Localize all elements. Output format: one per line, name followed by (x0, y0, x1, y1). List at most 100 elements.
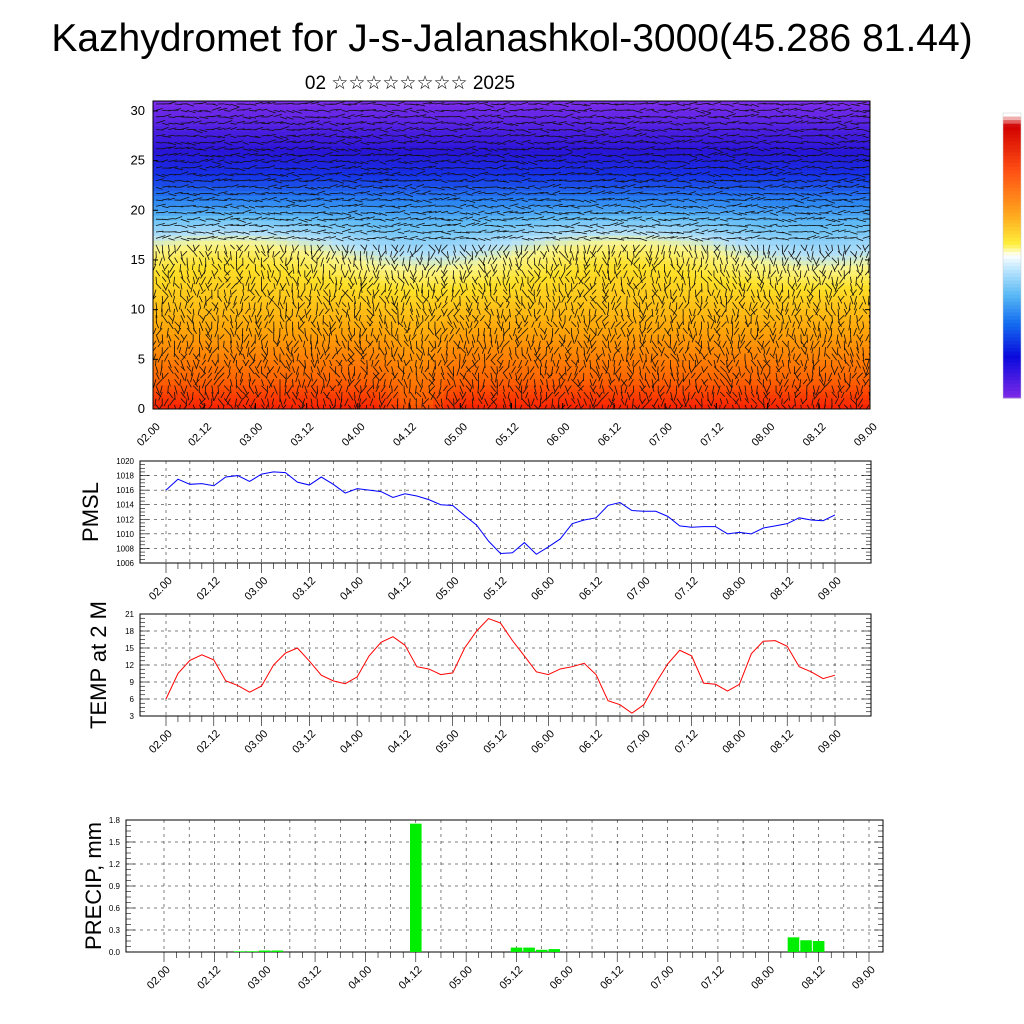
wind-barb (256, 359, 262, 369)
heatmap-cell (455, 140, 468, 147)
heatmap-cell (455, 150, 468, 157)
heatmap-cell (164, 220, 176, 226)
heatmap-cell (623, 334, 636, 341)
heatmap-cell (220, 145, 233, 152)
wind-barb (155, 166, 163, 169)
heatmap-cell (668, 359, 681, 365)
heatmap-cell (242, 145, 255, 152)
heatmap-cell (578, 105, 591, 112)
heatmap-cell (197, 354, 210, 360)
heatmap-cell (612, 274, 625, 281)
heatmap-cell (813, 259, 826, 266)
wind-barb (217, 238, 227, 240)
wind-barb (230, 327, 235, 338)
heatmap-cell (813, 354, 826, 360)
heatmap-cell (634, 215, 647, 221)
heatmap-cell (242, 220, 255, 226)
wind-barb (256, 308, 262, 318)
heatmap-cell (690, 344, 703, 350)
heatmap-cell (455, 185, 468, 192)
heatmap-cell (578, 110, 591, 117)
heatmap-cell (533, 240, 546, 246)
wind-barb (213, 270, 219, 276)
heatmap-cell (175, 110, 188, 117)
heatmap-cell (410, 175, 423, 182)
wind-barb (168, 197, 175, 201)
wind-barb (186, 103, 195, 107)
heatmap-cell (209, 279, 221, 286)
heatmap-cell (724, 339, 737, 346)
heatmap-cell (365, 135, 378, 142)
heatmap-cell (679, 374, 692, 380)
heatmap-cell (533, 259, 546, 266)
heatmap-cell (231, 324, 244, 331)
heatmap-cell (713, 364, 725, 370)
heatmap-cell (410, 240, 423, 246)
heatmap-cell (197, 220, 210, 226)
heatmap-cell (287, 220, 300, 226)
heatmap-cell (209, 180, 221, 187)
heatmap-cell (802, 369, 815, 375)
heatmap-cell (164, 210, 176, 216)
heatmap-cell (567, 269, 580, 276)
heatmap-cell (500, 225, 513, 231)
heatmap-cell (197, 364, 210, 370)
heatmap-cell (220, 160, 233, 167)
wind-barb (230, 135, 237, 139)
wind-barb (174, 235, 182, 239)
heatmap-cell (332, 309, 345, 316)
heatmap-cell (847, 359, 860, 365)
heatmap-cell (657, 215, 669, 221)
heatmap-cell (186, 359, 199, 365)
wind-barb (230, 404, 234, 409)
heatmap-cell (511, 150, 524, 157)
heatmap-cell (433, 255, 445, 261)
wind-barb (236, 385, 243, 393)
heatmap-cell (556, 334, 569, 341)
heatmap-cell (500, 364, 513, 370)
heatmap-cell (175, 240, 188, 246)
wind-barb (234, 327, 237, 336)
heatmap-cell (690, 245, 703, 251)
heatmap-cell (668, 314, 681, 321)
heatmap-cell (623, 101, 636, 107)
heatmap-cell (287, 115, 300, 122)
heatmap-cell (813, 394, 826, 400)
heatmap-cell (433, 334, 445, 341)
heatmap-cell (847, 354, 860, 360)
heatmap-cell (388, 215, 401, 221)
heatmap-cell (287, 110, 300, 117)
heatmap-cell (354, 240, 367, 246)
heatmap-cell (713, 259, 725, 266)
heatmap-cell (276, 155, 289, 162)
heatmap-cell (321, 329, 333, 336)
heatmap-cell (679, 255, 692, 261)
heatmap-cell (645, 125, 658, 132)
heatmap-cell (321, 155, 333, 162)
heatmap-cell (612, 200, 625, 206)
heatmap-cell (825, 334, 837, 341)
heatmap-cell (242, 225, 255, 231)
heatmap-cell (242, 279, 255, 286)
heatmap-cell (153, 394, 165, 400)
heatmap-cell (287, 160, 300, 167)
heatmap-cell (489, 225, 501, 231)
heatmap-cell (455, 160, 468, 167)
heatmap-cell (444, 359, 457, 365)
heatmap-cell (645, 289, 658, 296)
heatmap-cell (489, 240, 501, 246)
heatmap-cell (791, 314, 804, 321)
wind-barb (217, 159, 225, 162)
heatmap-cell (309, 135, 322, 142)
heatmap-cell (802, 309, 815, 316)
wind-barb (166, 327, 169, 338)
heatmap-cell (791, 264, 804, 271)
heatmap-cell (657, 334, 669, 341)
wind-barb (245, 340, 250, 349)
wind-barb (286, 102, 294, 105)
wind-barb (199, 129, 208, 132)
wind-barb (225, 391, 231, 401)
heatmap-cell (265, 389, 277, 395)
heatmap-cell (836, 135, 849, 142)
heatmap-cell (813, 319, 826, 326)
